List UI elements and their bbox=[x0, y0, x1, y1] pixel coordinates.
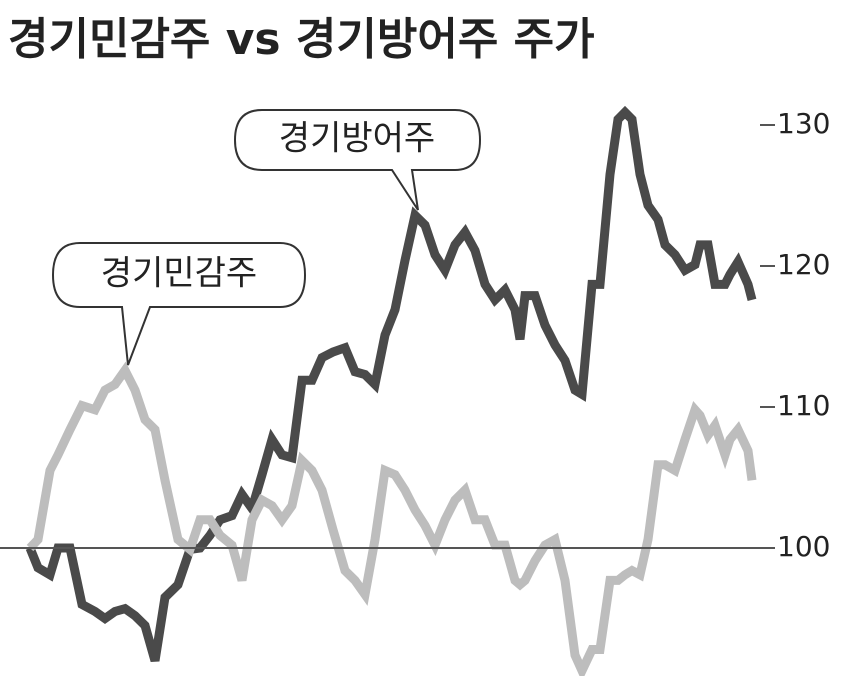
y-tick-label: 90 bbox=[777, 671, 813, 676]
y-tick-label: 120 bbox=[777, 248, 830, 281]
y-tick-label: 100 bbox=[777, 530, 830, 563]
callout-bubble bbox=[233, 109, 482, 211]
series-line bbox=[25, 105, 757, 663]
y-tick-label: 130 bbox=[777, 107, 830, 140]
chart-title: 경기민감주 vs 경기방어주 주가 bbox=[8, 14, 595, 65]
y-tick-label: 110 bbox=[777, 389, 830, 422]
series-line bbox=[26, 361, 757, 676]
callout-defensive: 경기방어주 bbox=[233, 109, 482, 211]
legend-label: 경기방어주 bbox=[279, 119, 435, 159]
callout-cyclical: 경기민감주 bbox=[51, 242, 307, 366]
callout-bubble bbox=[51, 242, 307, 366]
legend-label: 경기민감주 bbox=[101, 254, 257, 294]
